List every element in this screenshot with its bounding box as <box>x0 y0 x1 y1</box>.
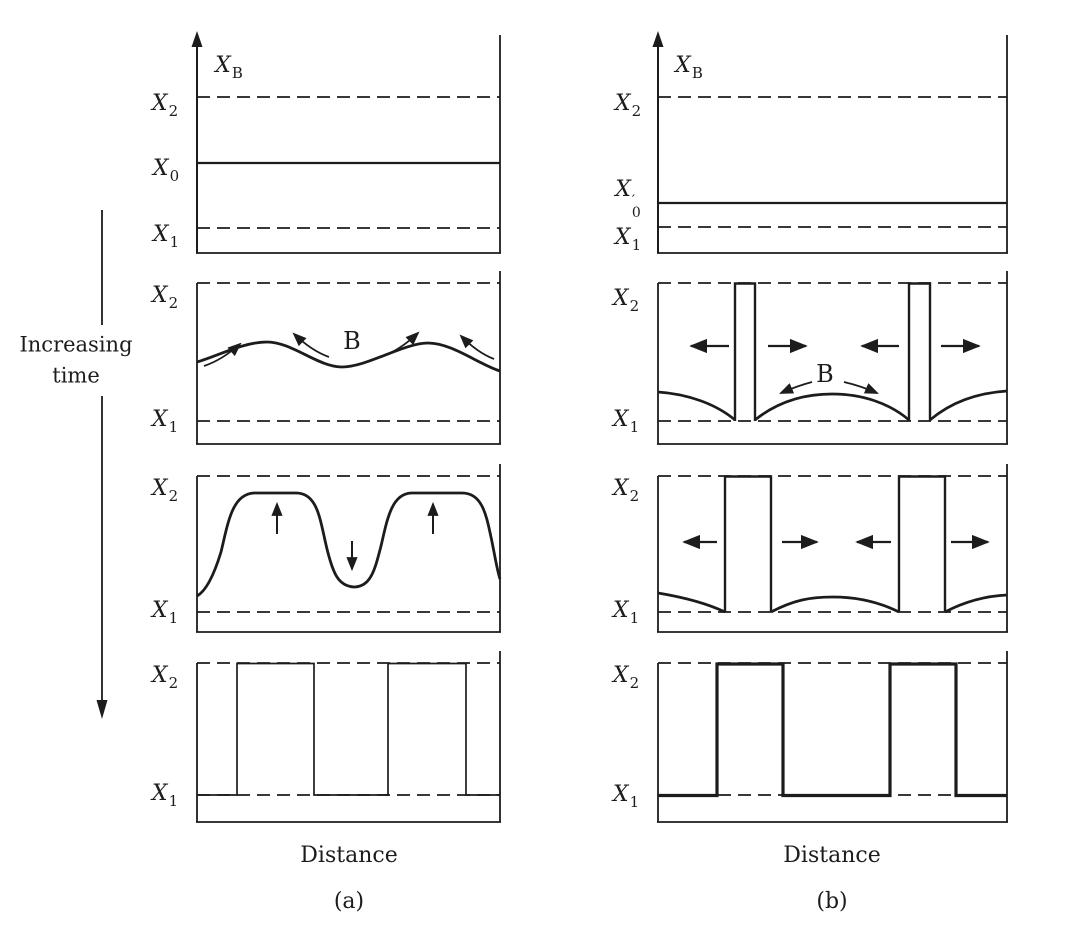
panel-a1 <box>191 31 501 254</box>
tick-label-x2-b1: X2 <box>614 91 642 120</box>
caption-a: (a) <box>333 889 365 914</box>
column-b <box>652 31 1008 823</box>
tick-label-x2-b3: X2 <box>612 476 640 505</box>
y-axis-label-xb-b: XB <box>675 53 703 82</box>
amplified-wave-curve <box>196 491 502 598</box>
x-axis-label-b: Distance <box>783 843 881 868</box>
caption-b: (b) <box>816 889 848 914</box>
matrix-profile-middle <box>770 595 900 614</box>
panel-a3 <box>196 464 502 633</box>
final-square-profile-a <box>197 662 500 796</box>
y-axis-b-arrowhead-icon <box>652 31 664 47</box>
tick-label-x1-b1: X1 <box>614 225 642 254</box>
precipitate-block-1 <box>723 475 773 612</box>
nucleus-spike-1 <box>733 282 757 421</box>
final-square-profile-b <box>658 662 1007 798</box>
tick-label-x0-a1: X0 <box>152 156 180 185</box>
panel-b2 <box>657 271 1008 445</box>
uphill-diffusion-arrow-1 <box>203 342 242 367</box>
x-axis-label-a: Distance <box>300 843 398 868</box>
uphill-diffusion-arrow-2 <box>292 332 330 358</box>
matrix-profile-middle <box>754 392 910 422</box>
matrix-profile-right <box>944 593 1008 614</box>
nucleus-spike-2 <box>907 282 932 421</box>
time-arrowhead-icon <box>96 700 108 719</box>
tick-label-x1-a2: X1 <box>151 407 179 436</box>
column-a <box>191 31 502 823</box>
tick-label-x1-b2: X1 <box>612 407 640 436</box>
downhill-diffusion-arrow-right <box>843 381 879 394</box>
panel-b4 <box>657 651 1008 823</box>
panel-a4 <box>196 651 501 823</box>
tick-label-x1-a3: X1 <box>151 598 179 627</box>
tick-label-x1-a1: X1 <box>152 222 180 251</box>
uphill-diffusion-arrow-4 <box>459 334 495 360</box>
precipitate-block-2 <box>897 475 947 612</box>
y-axis-label-xb-a: XB <box>215 53 243 82</box>
time-arrow-label-line2: time <box>52 363 100 388</box>
tick-label-x2-a1: X2 <box>151 91 179 120</box>
downhill-diffusion-arrow-left <box>779 381 813 394</box>
tick-label-x1-b3: X1 <box>612 598 640 627</box>
tick-label-x1-a4: X1 <box>151 781 179 810</box>
time-arrow-label-line1: Increasing <box>19 332 133 357</box>
solute-b-annotation-a: B <box>343 327 361 355</box>
composition-wave-curve <box>196 340 501 373</box>
tick-label-x0prime-b1: X ′ 0 <box>615 177 641 221</box>
matrix-profile-left <box>657 591 726 614</box>
tick-label-x2-a2: X2 <box>151 283 179 312</box>
time-arrow <box>96 210 108 719</box>
panel-b1 <box>652 31 1008 254</box>
tick-label-x2-a3: X2 <box>151 476 179 505</box>
matrix-profile-left <box>657 390 736 422</box>
matrix-profile-right <box>929 389 1008 422</box>
panel-b3 <box>657 464 1008 633</box>
tick-label-x2-a4: X2 <box>151 663 179 692</box>
tick-label-x2-b2: X2 <box>612 286 640 315</box>
panel-a2 <box>196 271 501 445</box>
uphill-diffusion-arrow-3 <box>382 331 420 357</box>
solute-b-annotation-b: B <box>816 360 834 388</box>
tick-label-x2-b4: X2 <box>612 663 640 692</box>
tick-label-x1-b4: X1 <box>612 782 640 811</box>
y-axis-a-arrowhead-icon <box>191 31 203 47</box>
